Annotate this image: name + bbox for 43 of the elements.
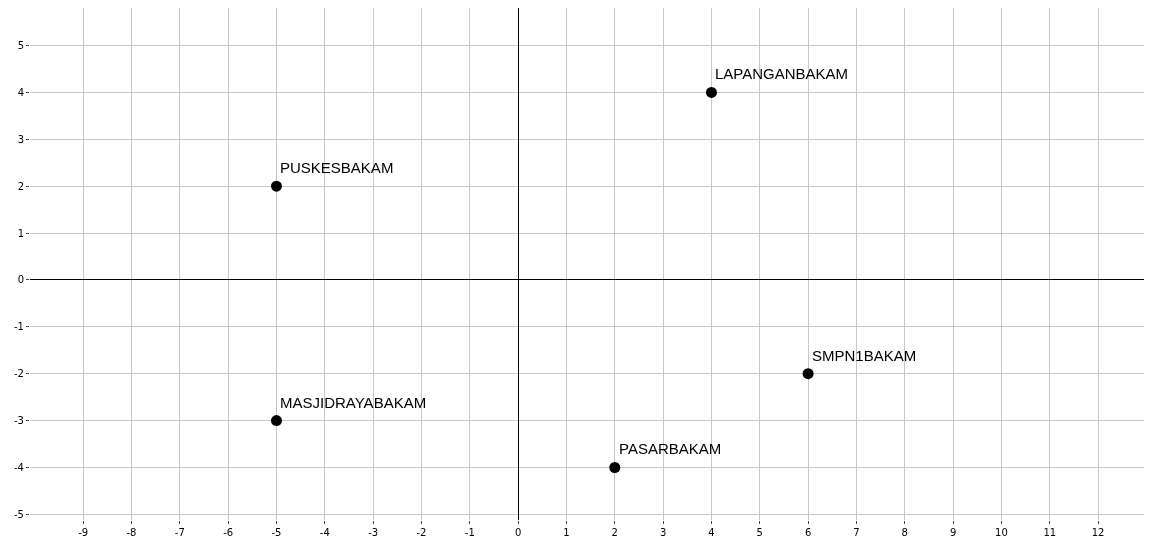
x-tick-label: 6 (804, 527, 812, 538)
y-tick-label: 1 (17, 227, 24, 239)
y-tick-label: 3 (17, 133, 24, 145)
x-tick-label: -2 (416, 527, 427, 538)
x-tick-label: -8 (126, 527, 137, 538)
x-tick-label: -7 (174, 527, 185, 538)
y-tick-label: -4 (14, 461, 24, 473)
x-tick-label: 1 (563, 527, 570, 538)
annotation: PASARBAKAM (619, 440, 722, 457)
point (802, 368, 814, 380)
annotation: LAPANGANBAKAM (715, 65, 849, 82)
x-tick-label: -3 (368, 527, 379, 538)
point (270, 415, 282, 427)
y-tick-label: 4 (17, 86, 24, 98)
annotation: PUSKESBAKAM (280, 159, 394, 176)
y-tick-label: 5 (17, 40, 24, 52)
x-tick-label: -1 (464, 527, 475, 538)
x-tick-label: -4 (319, 527, 330, 538)
x-tick-label: 5 (756, 527, 763, 538)
x-tick-label: 10 (995, 527, 1008, 538)
x-tick-label: 9 (949, 527, 957, 538)
point (270, 180, 282, 192)
x-tick-label: 7 (853, 527, 860, 538)
x-tick-label: -9 (78, 527, 89, 538)
y-tick-label: -2 (14, 368, 24, 380)
x-tick-label: -5 (271, 527, 282, 538)
x-tick-label: 2 (611, 527, 618, 538)
x-tick-label: 3 (659, 527, 667, 538)
point (609, 461, 621, 473)
x-tick-label: 0 (514, 527, 522, 538)
x-tick-label: -6 (223, 527, 234, 538)
annotation: MASJIDRAYABAKAM (280, 394, 427, 411)
y-tick-label: -5 (14, 508, 24, 520)
y-tick-label: 2 (17, 180, 24, 192)
point (705, 86, 717, 98)
annotation: SMPN1BAKAM (812, 347, 917, 364)
x-tick-label: 11 (1043, 527, 1057, 538)
y-tick-label: -1 (14, 321, 24, 333)
x-tick-label: 4 (708, 527, 715, 538)
y-tick-label: 0 (17, 274, 24, 286)
x-tick-label: 8 (901, 527, 908, 538)
y-tick-label: -3 (14, 415, 24, 427)
x-tick-label: 12 (1091, 527, 1105, 538)
